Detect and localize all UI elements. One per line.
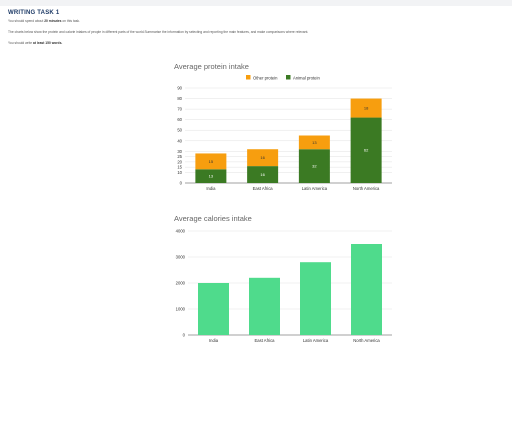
word-instruction: You should write at least 150 words. — [8, 41, 62, 45]
y-tick-label: 25 — [177, 154, 182, 159]
y-tick-label: 2000 — [176, 281, 186, 286]
bar-animal-protein — [247, 166, 279, 183]
bar-other-protein — [298, 135, 330, 150]
y-tick-label: 80 — [177, 96, 182, 101]
legend-label-animal: Animal protein — [293, 75, 320, 80]
calories-chart-title: Average calories intake — [174, 214, 252, 223]
x-tick-label: North America — [353, 338, 380, 343]
task-title: WRITING TASK 1 — [8, 10, 60, 16]
data-label-animal: 16 — [260, 172, 265, 177]
y-tick-label: 60 — [177, 117, 182, 122]
data-label-animal: 32 — [312, 164, 317, 169]
y-tick-label: 3000 — [176, 255, 186, 260]
bar-calories — [198, 283, 229, 335]
y-tick-label: 4000 — [176, 229, 186, 234]
task-prompt: The charts below show the protein and ca… — [8, 30, 309, 34]
x-tick-label: East Africa — [253, 186, 274, 191]
x-tick-label: North America — [353, 186, 380, 191]
time-prefix: You should spend about — [8, 19, 44, 23]
y-tick-label: 90 — [177, 86, 182, 91]
data-label-other: 16 — [260, 155, 265, 160]
x-tick-label: India — [206, 186, 216, 191]
y-tick-label: 40 — [177, 138, 182, 143]
legend-label-other: Other protein — [253, 75, 278, 80]
data-label-other: 13 — [312, 140, 317, 145]
top-bar — [0, 0, 512, 6]
y-tick-label: 20 — [177, 159, 182, 164]
y-tick-label: 1000 — [176, 307, 186, 312]
data-label-animal: 62 — [364, 148, 369, 153]
bar-other-protein — [247, 149, 279, 167]
y-tick-label: 15 — [177, 165, 182, 170]
y-tick-label: 30 — [177, 149, 182, 154]
y-tick-label: 50 — [177, 128, 182, 133]
time-suffix: on this task. — [62, 19, 80, 23]
bar-animal-protein — [350, 117, 382, 183]
data-label-animal: 13 — [209, 174, 214, 179]
y-tick-label: 0 — [180, 181, 183, 186]
y-tick-label: 0 — [183, 333, 186, 338]
x-tick-label: Latin America — [303, 338, 329, 343]
y-tick-label: 10 — [177, 170, 182, 175]
protein-chart-title: Average protein intake — [174, 62, 249, 71]
x-tick-label: Latin America — [302, 186, 328, 191]
x-tick-label: India — [209, 338, 219, 343]
time-instruction: You should spend about 20 minutes on thi… — [8, 19, 80, 23]
legend-swatch-other — [246, 75, 251, 80]
bar-animal-protein — [298, 149, 330, 183]
bar-calories — [249, 277, 280, 335]
words-prefix: You should write — [8, 41, 33, 45]
data-label-other: 18 — [364, 105, 369, 110]
bar-animal-protein — [195, 169, 227, 183]
bar-other-protein — [350, 98, 382, 118]
data-label-other: 15 — [209, 159, 214, 164]
x-tick-label: East Africa — [254, 338, 275, 343]
bar-calories — [351, 244, 382, 335]
words-bold: at least 150 words. — [33, 41, 63, 45]
legend-swatch-animal — [286, 75, 291, 80]
bar-other-protein — [195, 153, 227, 170]
time-bold: 20 minutes — [44, 19, 62, 23]
bar-calories — [300, 262, 331, 335]
y-tick-label: 70 — [177, 107, 182, 112]
